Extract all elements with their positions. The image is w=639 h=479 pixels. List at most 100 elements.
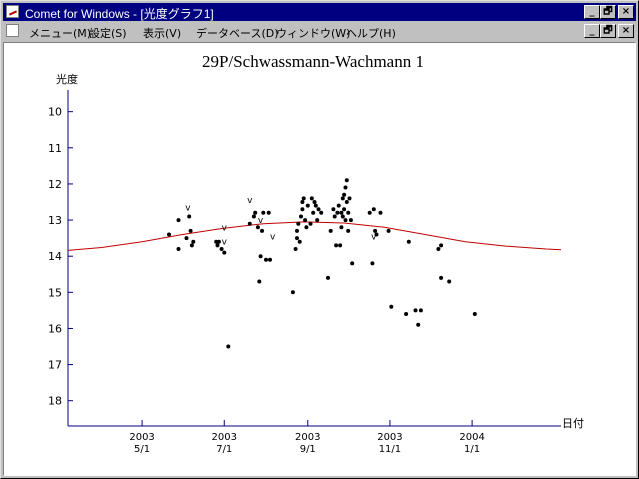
observation-point	[247, 221, 252, 226]
observation-point	[344, 178, 349, 183]
observation-point	[300, 207, 305, 212]
observation-point	[184, 236, 189, 241]
y-tick-label: 17	[48, 359, 62, 372]
observation-point	[342, 192, 347, 197]
observation-point	[257, 279, 262, 284]
observation-point	[332, 214, 337, 219]
x-tick-label: 9/1	[300, 444, 316, 455]
observation-point	[338, 243, 343, 248]
x-tick-year: 2003	[295, 432, 320, 443]
observation-point	[367, 210, 372, 215]
observation-point	[370, 261, 375, 266]
observation-point	[316, 207, 321, 212]
observation-point	[295, 236, 299, 241]
minimize-button[interactable]: _	[584, 5, 600, 19]
mdi-minimize-button[interactable]: _	[584, 24, 600, 38]
observation-point	[191, 239, 196, 244]
x-tick-label: 11/1	[379, 444, 401, 455]
observation-point	[300, 200, 305, 204]
observation-point	[406, 239, 411, 244]
menu-database[interactable]: データベース(D)	[196, 27, 279, 40]
observation-point	[340, 196, 345, 201]
upper-limit-marker: v	[270, 232, 276, 242]
x-axis-label: 日付	[562, 417, 584, 430]
menu-view[interactable]: 表示(V)	[143, 27, 182, 40]
observation-points	[167, 178, 477, 349]
observation-point	[340, 214, 345, 219]
x-tick-label: 7/1	[216, 444, 232, 455]
observation-point	[348, 218, 353, 223]
observation-point	[293, 247, 298, 251]
observation-point	[336, 203, 341, 208]
observation-point	[290, 290, 295, 295]
observation-point	[373, 228, 378, 233]
y-tick-label: 18	[48, 395, 62, 408]
observation-point	[253, 210, 258, 215]
observation-point	[176, 218, 181, 223]
y-tick-label: 12	[48, 178, 62, 191]
mdi-restore-button[interactable]: 🗗	[600, 24, 616, 38]
observation-point	[389, 304, 394, 309]
y-ticks: 10 11 12 13 14 15 16 17 18	[48, 106, 73, 408]
x-tick-year: 2003	[129, 432, 154, 443]
observation-point	[343, 185, 348, 190]
brightness-chart: 29P/Schwassmann-Wachmann 1 光度 日付 1011121…	[48, 52, 584, 455]
close-button[interactable]: ×	[618, 5, 634, 19]
mdi-close-button[interactable]: ×	[618, 24, 634, 38]
upper-limit-marker: v	[185, 203, 191, 213]
observation-point	[413, 308, 418, 313]
observation-point	[189, 243, 194, 248]
observation-point	[299, 214, 303, 219]
observation-point	[251, 214, 256, 219]
observation-point	[305, 203, 310, 208]
y-tick-label: 16	[48, 322, 62, 335]
observation-point	[418, 308, 423, 313]
observation-point	[439, 243, 444, 248]
upper-limit-marker: v	[371, 232, 377, 242]
restore-button[interactable]: 🗗	[600, 5, 616, 19]
observation-point	[472, 312, 477, 316]
app-icon[interactable]	[6, 5, 19, 18]
y-tick-label: 14	[48, 250, 62, 263]
x-tick-label: 5/1	[134, 444, 150, 455]
observation-point	[350, 261, 355, 266]
observation-point	[386, 228, 391, 233]
menu-bar: メニュー(M) 設定(S) 表示(V) データベース(D) ウィンドウ(W) ヘ…	[3, 22, 636, 41]
observation-point	[258, 254, 263, 259]
observation-point	[304, 225, 309, 230]
x-tick-year: 2003	[212, 432, 237, 443]
observation-point	[328, 228, 333, 233]
y-tick-label: 13	[48, 214, 62, 227]
observation-point	[416, 322, 421, 327]
observation-point	[215, 243, 220, 248]
document-icon[interactable]	[6, 24, 19, 37]
menu-window[interactable]: ウィンドウ(W)	[276, 27, 351, 40]
brightness-curve	[67, 221, 562, 251]
observation-point	[343, 218, 348, 223]
x-tick-year: 2004	[459, 432, 484, 443]
observation-point	[374, 232, 379, 237]
observation-point	[315, 218, 320, 223]
observation-point	[303, 218, 308, 223]
observation-point	[255, 225, 260, 230]
x-tick-year: 2003	[377, 432, 402, 443]
upper-limit-marker: v	[247, 196, 253, 206]
observation-point	[187, 214, 192, 219]
observation-point	[226, 344, 231, 349]
menu-menu[interactable]: メニュー(M)	[29, 27, 92, 40]
observation-point	[301, 196, 306, 201]
observation-point	[266, 210, 271, 215]
observation-point	[331, 207, 336, 212]
menu-help[interactable]: ヘルプ(H)	[346, 27, 396, 40]
graph-area: 29P/Schwassmann-Wachmann 1 光度 日付 10 11 12 1…	[3, 42, 636, 476]
y-axis-label: 光度	[56, 72, 78, 86]
menu-settings[interactable]: 設定(S)	[89, 27, 127, 40]
observation-point	[347, 196, 352, 201]
observation-point	[342, 207, 347, 212]
observation-point	[295, 228, 299, 233]
upper-limit-marker: v	[222, 223, 228, 233]
title-bar[interactable]: Comet for Windows - [光度グラフ1] _ 🗗 ×	[3, 3, 636, 21]
observation-point	[339, 210, 344, 215]
